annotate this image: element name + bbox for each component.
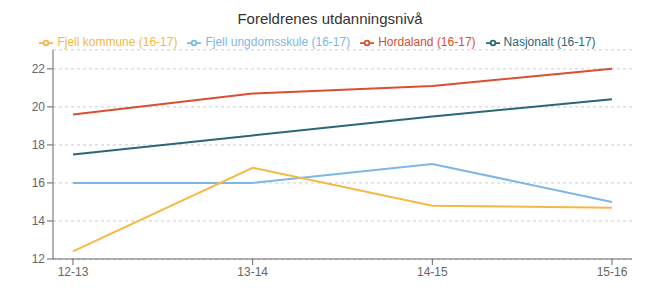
svg-text:18: 18 (32, 138, 46, 152)
html-text:Fjell ungdomsskule (16-17): Fjell ungdomsskule (16-17) (205, 35, 351, 49)
html-text:Fjell kommune (16-17): Fjell kommune (16-17) (57, 35, 178, 49)
svg-text:20: 20 (32, 100, 46, 114)
html-text:Hordaland (16-17): Hordaland (16-17) (378, 35, 476, 49)
svg-text:14-15: 14-15 (417, 265, 448, 279)
html-text:Nasjonalt (16-17): Nasjonalt (16-17) (503, 35, 596, 49)
svg-text:15-16: 15-16 (597, 265, 628, 279)
svg-text:13-14: 13-14 (237, 265, 268, 279)
svg-text:14: 14 (32, 214, 46, 228)
html-text:Foreldrenes utdanningsnivå: Foreldrenes utdanningsnivå (237, 10, 423, 27)
svg-text:12: 12 (32, 252, 46, 266)
svg-text:22: 22 (32, 62, 46, 76)
svg-text:12-13: 12-13 (58, 265, 89, 279)
svg-text:16: 16 (32, 176, 46, 190)
